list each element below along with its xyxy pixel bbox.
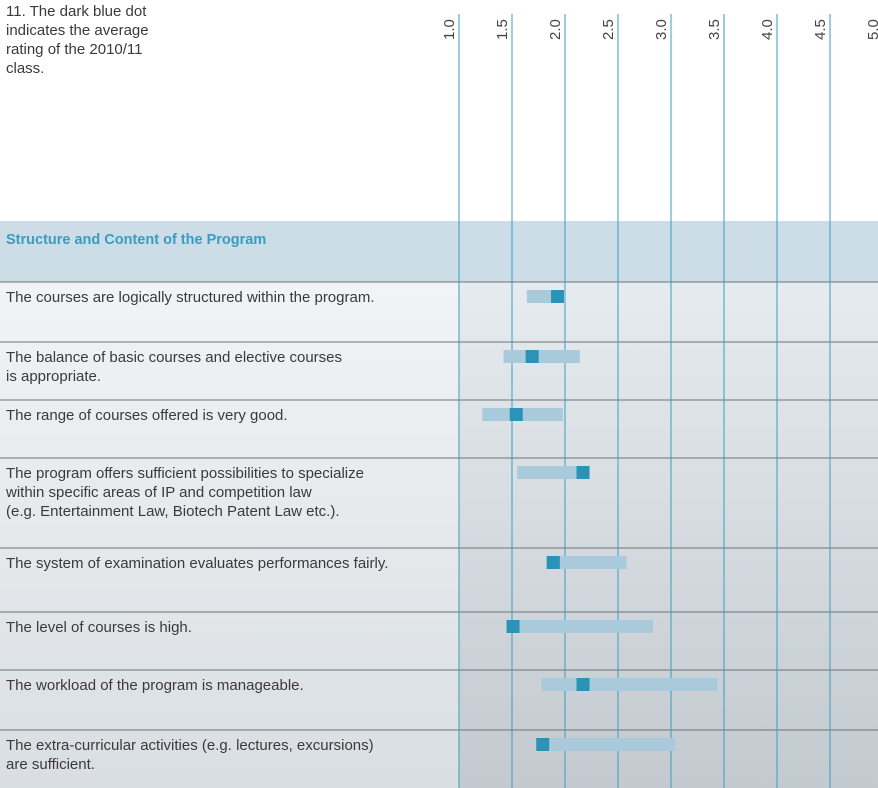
row-label: The level of courses is high. xyxy=(6,619,192,636)
range-bar xyxy=(503,350,580,363)
range-bar xyxy=(541,678,718,691)
range-bar xyxy=(545,556,627,569)
section-title: Structure and Content of the Program xyxy=(6,232,266,248)
x-tick-label: 2.0 xyxy=(547,19,564,40)
x-tick-label: 3.5 xyxy=(706,19,723,40)
average-dot xyxy=(576,678,590,691)
x-tick-label: 5.0 xyxy=(865,19,878,40)
x-tick-label: 4.0 xyxy=(759,19,776,40)
average-dot xyxy=(576,466,590,479)
average-dot xyxy=(506,620,520,633)
row-label: The workload of the program is manageabl… xyxy=(6,677,304,694)
x-tick-label: 1.5 xyxy=(494,19,511,40)
average-dot xyxy=(551,290,565,303)
row-label: The range of courses offered is very goo… xyxy=(6,407,288,424)
row-label: (e.g. Entertainment Law, Biotech Patent … xyxy=(6,503,340,520)
row-label: The system of examination evaluates perf… xyxy=(6,555,388,572)
average-dot xyxy=(509,408,523,421)
range-bar xyxy=(536,738,676,751)
average-dot xyxy=(536,738,550,751)
row-label: The balance of basic courses and electiv… xyxy=(6,349,342,366)
note: class. xyxy=(6,60,44,77)
section-band xyxy=(0,221,878,282)
average-dot xyxy=(525,350,539,363)
row-label: within specific areas of IP and competit… xyxy=(5,484,312,501)
plot-area xyxy=(459,282,878,788)
x-tick-label: 4.5 xyxy=(812,19,829,40)
x-tick-label: 1.0 xyxy=(441,19,458,40)
label-area xyxy=(0,282,459,788)
row-label: are sufficient. xyxy=(6,756,95,773)
x-tick-label: 3.0 xyxy=(653,19,670,40)
range-bar xyxy=(517,466,590,479)
note: indicates the average xyxy=(6,22,149,39)
x-tick-label: 2.5 xyxy=(600,19,617,40)
range-bar xyxy=(506,620,653,633)
row-label: The courses are logically structured wit… xyxy=(6,289,375,306)
average-dot xyxy=(546,556,560,569)
note: 11. The dark blue dot xyxy=(6,3,147,20)
row-label: The program offers sufficient possibilit… xyxy=(6,465,364,482)
note: rating of the 2010/11 xyxy=(6,41,143,58)
row-label: is appropriate. xyxy=(6,368,101,385)
row-label: The extra-curricular activities (e.g. le… xyxy=(6,737,374,754)
